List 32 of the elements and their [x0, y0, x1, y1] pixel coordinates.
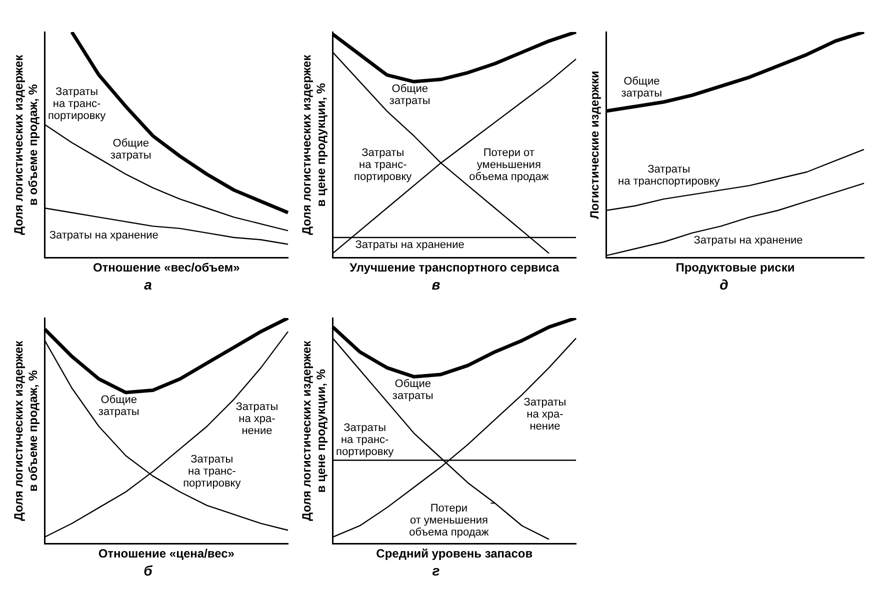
- y-axis-title: Доля логистических издержек в объеме продаж, %: [12, 340, 40, 521]
- x-axis-title: Отношение «вес/объем»: [92, 260, 240, 274]
- series-label: Затраты на хранение: [355, 239, 464, 252]
- series-label: Затраты на транспортировку: [618, 164, 720, 188]
- series-label: Общие затраты: [389, 83, 430, 108]
- text: а: [144, 276, 152, 292]
- x-axis-title: Улучшение транспортного сервиса: [350, 260, 560, 274]
- series-label: Затраты на хра- нение: [524, 396, 566, 432]
- series-label: Затраты на транс- портировку: [354, 147, 412, 184]
- x-axis-title: Отношение «цена/вес»: [98, 546, 235, 560]
- series-label: Общие затраты: [621, 76, 662, 100]
- y-axis-title: Доля логистических издержек в цене продукции, %: [300, 54, 328, 235]
- series-label: Общие затраты: [98, 394, 140, 418]
- text: г: [432, 562, 440, 578]
- text: в: [432, 276, 441, 292]
- y-axis-title: Логистические издержки: [588, 70, 602, 220]
- series-label: Затраты на транс- портировку: [48, 86, 106, 122]
- series-label: Затраты на транс- портировку: [183, 453, 242, 490]
- y-axis-title: Доля логистических издержек в объеме продаж, %: [12, 54, 40, 235]
- series-label: Затраты на транс- портировку: [336, 422, 394, 458]
- text: д: [720, 276, 729, 292]
- x-axis-title: Продуктовые риски: [676, 260, 795, 274]
- series-label: Общие затраты: [392, 378, 434, 402]
- legend-label: Потери от уменьшения объема продаж: [409, 502, 490, 539]
- series-label: Затраты на хранение: [694, 234, 803, 246]
- series-label: Общие затраты: [110, 137, 152, 162]
- y-axis-title: Доля логистических издержек в цене продукции, %: [300, 340, 328, 521]
- series-label: Затраты на хранение: [49, 230, 158, 242]
- x-axis-title: Средний уровень запасов: [376, 546, 533, 560]
- series-label: Затраты на хра- нение: [236, 400, 278, 437]
- text: б: [144, 562, 153, 578]
- series-label: Потери от уменьшения объема продаж: [469, 147, 550, 184]
